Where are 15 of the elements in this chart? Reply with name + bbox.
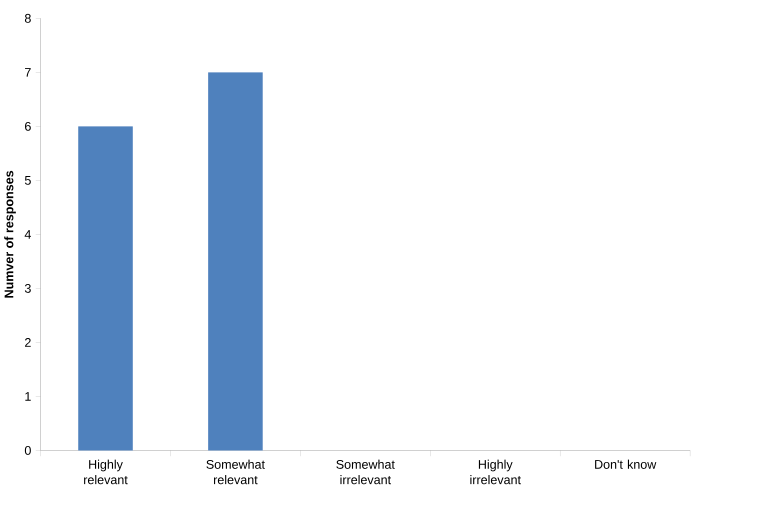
y-tick-label: 4: [24, 230, 31, 239]
y-tick-label: 0: [24, 446, 31, 455]
y-tick-label: 2: [25, 338, 31, 347]
x-tick-label: Highly relevant: [84, 460, 128, 484]
y-tick-label: 7: [25, 68, 31, 77]
x-tick-label: Somewhat irrelevant: [336, 460, 395, 484]
y-tick-label: 6: [25, 122, 31, 131]
y-tick-label: 1: [25, 392, 31, 401]
x-tick-label: Somewhat relevant: [206, 460, 265, 484]
y-axis-title: Numver of responses: [4, 171, 16, 298]
y-tick-label: 8: [24, 14, 31, 23]
y-tick-label: 3: [24, 284, 31, 293]
x-tick-label: Don't know: [595, 460, 656, 469]
y-tick-label: 5: [24, 176, 31, 185]
x-tick-label: Highly irrelevant: [470, 460, 521, 484]
